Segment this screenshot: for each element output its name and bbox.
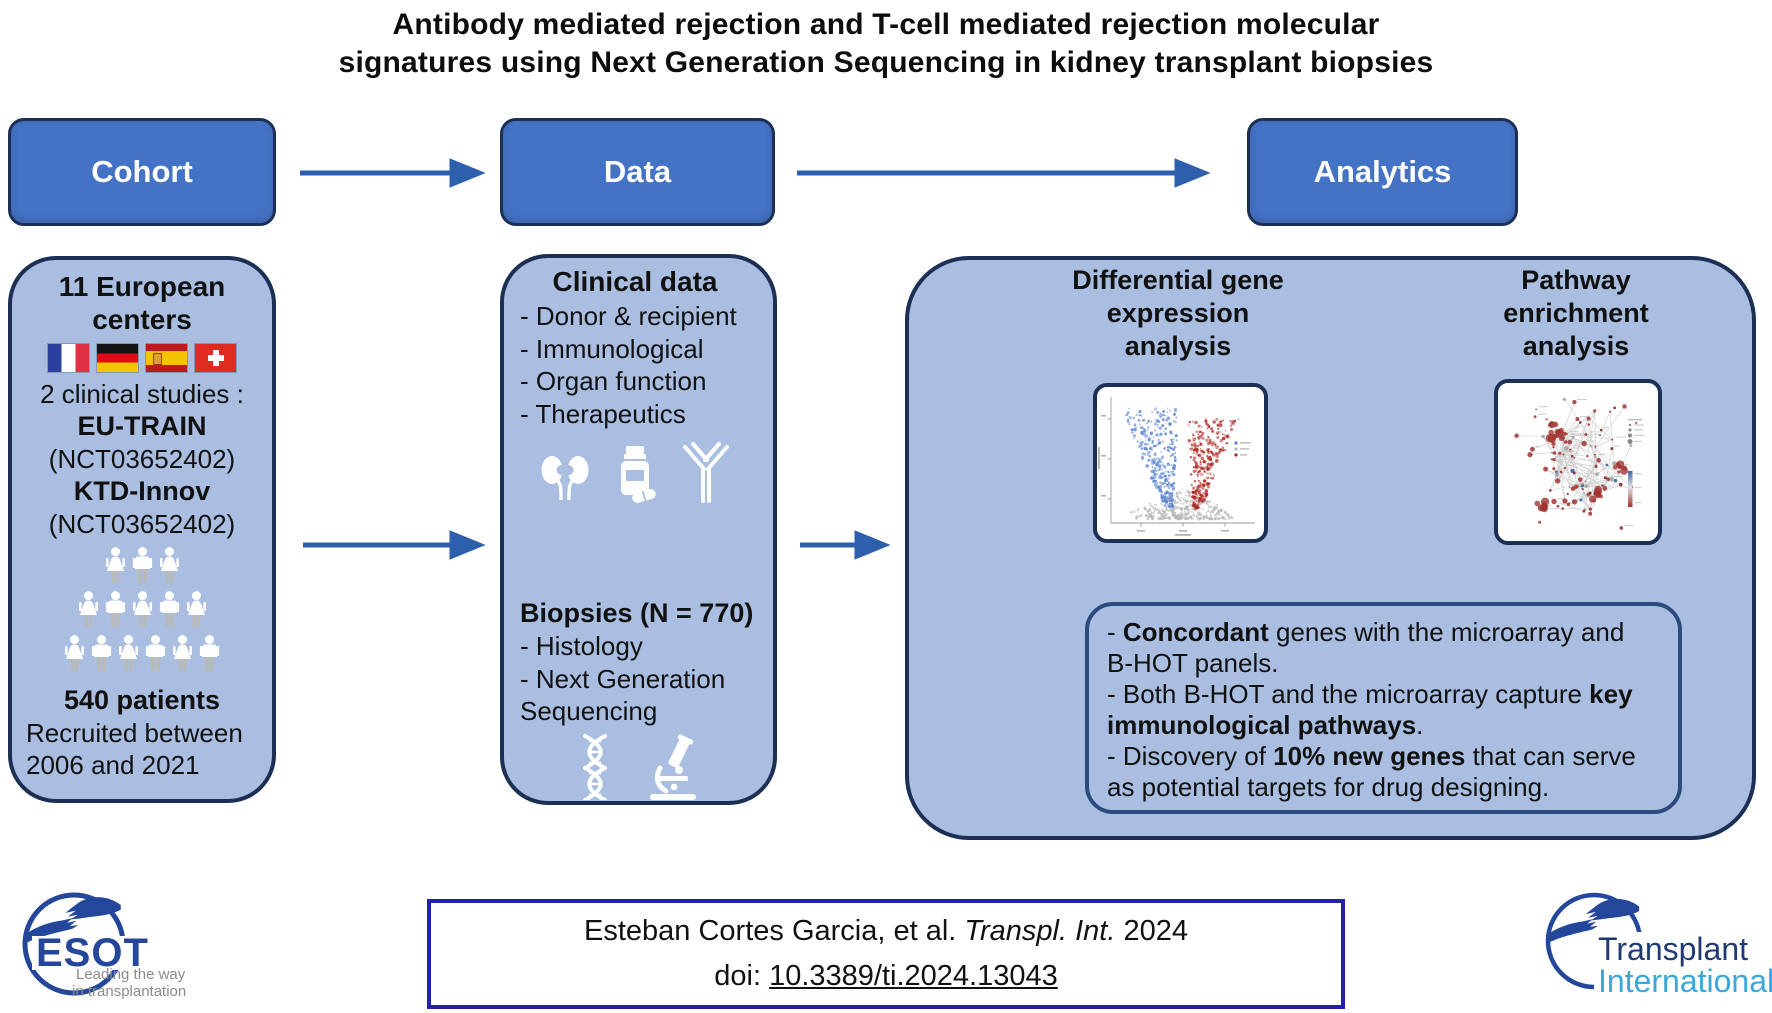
medicine-bottle-icon	[621, 446, 656, 503]
data-header-label: Data	[603, 154, 672, 189]
analytics-findings-box: - Concordant genes with the microarray a…	[1085, 602, 1682, 814]
biopsies-item: Sequencing	[520, 696, 658, 726]
biopsies-item: - Histology	[520, 631, 643, 661]
cohort-recruited-line1: Recruited between	[26, 718, 243, 748]
volcano-legend	[1234, 441, 1251, 457]
network-legend	[1627, 419, 1644, 507]
clinical-item: - Immunological	[520, 333, 704, 364]
cohort-centers-line2: centers	[92, 304, 192, 335]
esot-tagline-line1: Leading the way	[76, 966, 186, 983]
cohort-study2-id: (NCT03652402)	[48, 509, 236, 539]
biopsies-title: Biopsies (N = 770)	[520, 598, 754, 628]
person-icon	[194, 634, 225, 678]
clinical-item: - Organ function	[520, 366, 707, 396]
cohort-header-label: Cohort	[91, 154, 193, 189]
clinical-data-title: Clinical data	[552, 266, 718, 297]
cohort-patients-count: 540 patients	[63, 685, 221, 715]
clinical-item: - Donor & recipient	[520, 301, 737, 331]
dna-icon	[583, 733, 607, 800]
esot-tagline-line2: in transplantation	[72, 983, 186, 1000]
person-icon	[181, 590, 212, 634]
flag-switzerland-icon	[195, 344, 236, 372]
kidneys-icon	[541, 456, 589, 501]
pathway-analysis-title: Pathway enrichment analysis	[1503, 265, 1649, 361]
finding-concordant: - Concordant genes with the microarray a…	[1107, 617, 1625, 678]
biopsies-item: - Next Generation	[520, 663, 726, 694]
clinical-icons-row	[520, 440, 752, 504]
clinical-item: - Therapeutics	[520, 398, 686, 429]
biopsies-icons-row	[520, 732, 752, 800]
microscope-icon	[650, 733, 696, 800]
finding-pathways: - Both B-HOT and the microarray capture …	[1107, 679, 1633, 740]
citation-box: Esteban Cortes Garcia, et al. Transpl. I…	[427, 899, 1345, 1009]
analytics-panel	[905, 256, 1756, 840]
cohort-header-box: Cohort	[8, 118, 276, 226]
ti-logo-line1: Transplant	[1598, 931, 1748, 967]
flag-france-icon	[48, 344, 89, 372]
data-header-box: Data	[500, 118, 775, 226]
finding-new-genes: - Discovery of 10% new genes that can se…	[1107, 741, 1636, 802]
cohort-study1-id: (NCT03652402)	[48, 444, 236, 474]
transplant-international-logo: Transplant International	[1545, 892, 1772, 999]
figure-title-line1: Antibody mediated rejection and T-cell m…	[392, 8, 1380, 41]
cohort-study1-name: EU-TRAIN	[77, 411, 207, 441]
analytics-header-box: Analytics	[1247, 118, 1518, 226]
figure-title: Antibody mediated rejection and T-cell m…	[0, 6, 1772, 82]
data-panel: Clinical data - Donor & recipient - Immu…	[500, 254, 777, 805]
cohort-panel: 11 European centers 2 clinical studies :…	[8, 256, 276, 803]
flag-spain-icon	[146, 344, 187, 372]
citation-doi[interactable]: doi: 10.3389/ti.2024.13043	[714, 960, 1058, 992]
ti-logo-line2: International	[1598, 963, 1772, 999]
figure-title-line2: signatures using Next Generation Sequenc…	[338, 46, 1434, 79]
esot-logo-text: ESOT	[36, 931, 149, 975]
patients-pictogram	[61, 546, 223, 678]
flags-row	[44, 344, 240, 372]
dge-analysis-title: Differential gene expression analysis	[1072, 265, 1284, 361]
person-icon	[154, 546, 185, 590]
cohort-recruited-line2: 2006 and 2021	[26, 750, 200, 780]
volcano-plot	[1093, 383, 1268, 543]
cohort-study2-name: KTD-Innov	[73, 476, 211, 506]
cohort-centers-line1: 11 European	[58, 271, 226, 302]
pathway-network-plot	[1494, 379, 1662, 545]
flag-germany-icon	[97, 344, 138, 372]
citation-authors: Esteban Cortes Garcia, et al. Transpl. I…	[584, 915, 1188, 947]
antibody-icon	[683, 442, 729, 503]
cohort-studies-label: 2 clinical studies :	[40, 379, 244, 409]
esot-logo: ESOT Leading the way in transplantation	[22, 892, 186, 1000]
analytics-header-label: Analytics	[1313, 154, 1452, 189]
